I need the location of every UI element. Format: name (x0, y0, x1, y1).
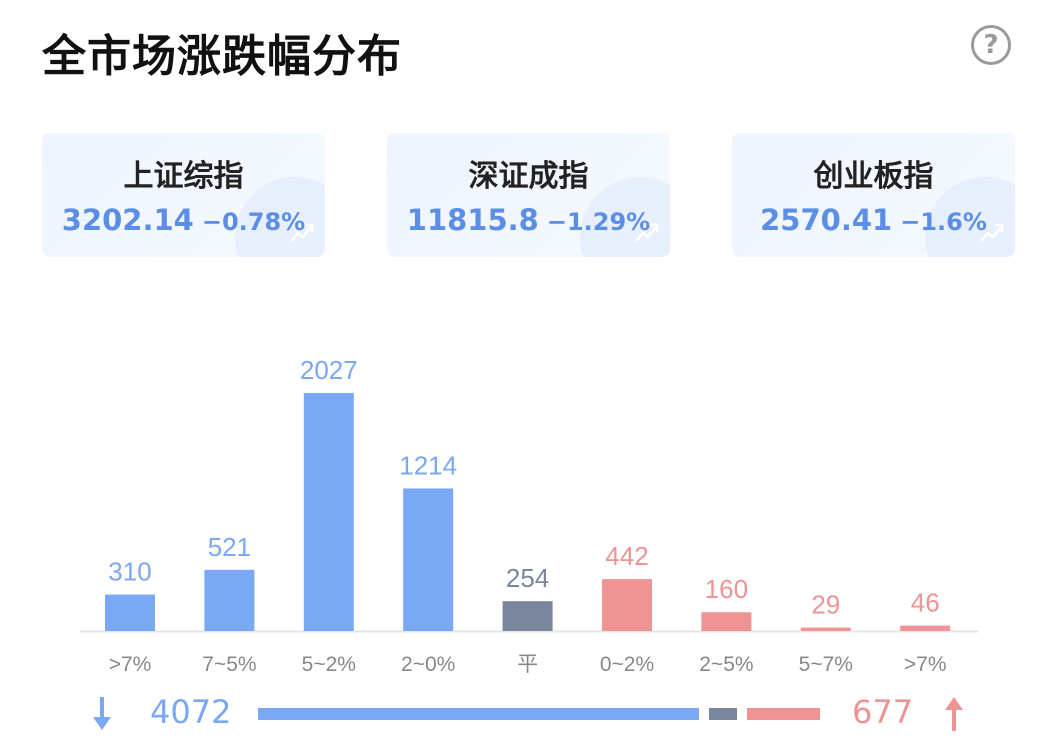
trend-icon (290, 223, 314, 242)
bar-value-label: 160 (705, 574, 748, 604)
x-tick-label: 7~5% (202, 653, 256, 676)
index-card-shanghai[interactable]: 上证综指 3202.14 −0.78% (42, 133, 325, 257)
index-name: 创业板指 (813, 159, 934, 194)
arrow-up-icon (945, 697, 963, 731)
page-title: 全市场涨跌幅分布 (42, 31, 402, 82)
bar[interactable] (303, 393, 354, 631)
index-name: 深证成指 (468, 159, 589, 194)
bar[interactable] (602, 579, 652, 631)
down-ratio-bar (258, 708, 700, 720)
index-value: 2570.41 (760, 203, 893, 237)
x-tick-label: 5~7% (799, 653, 853, 676)
index-card-chinext[interactable]: 创业板指 2570.41 −1.6% (732, 133, 1015, 257)
bar-value-label: 1214 (399, 450, 457, 480)
x-tick-label: 平 (517, 653, 538, 676)
x-tick-label: >7% (904, 653, 947, 676)
trend-icon (980, 223, 1004, 242)
bar-value-label: 521 (208, 532, 251, 562)
flat-ratio-bar (709, 708, 737, 720)
down-total: 4072 (150, 693, 232, 731)
bar-value-label: 46 (911, 588, 940, 618)
index-change: −0.78% (201, 208, 306, 236)
index-name: 上证综指 (123, 159, 244, 194)
bar-value-label: 29 (811, 590, 840, 620)
x-tick-label: 2~0% (401, 653, 455, 676)
index-value: 3202.14 (61, 203, 194, 237)
index-change: −1.6% (900, 208, 987, 236)
bar[interactable] (900, 625, 951, 631)
bar[interactable] (800, 627, 851, 631)
index-change: −1.29% (546, 208, 651, 236)
up-ratio-bar (746, 708, 820, 720)
help-icon[interactable]: ? (971, 25, 1011, 65)
x-tick-label: 2~5% (699, 653, 753, 676)
index-value: 11815.8 (406, 203, 539, 237)
bar[interactable] (105, 594, 155, 631)
bar[interactable] (403, 488, 454, 631)
bar-value-label: 310 (108, 557, 151, 587)
bar-value-label: 2027 (300, 355, 358, 385)
bar-value-label: 254 (506, 563, 549, 593)
bar-value-label: 442 (605, 541, 648, 571)
x-tick-label: >7% (109, 653, 152, 676)
distribution-chart: 310 >7% 521 7~5% 2027 5~2% 1214 2~0% 254 平 442 0~2%… (80, 355, 978, 676)
x-tick-label: 5~2% (302, 653, 356, 676)
index-card-shenzhen[interactable]: 深证成指 11815.8 −1.29% (387, 133, 670, 257)
bar[interactable] (204, 569, 255, 631)
arrow-down-icon (93, 697, 111, 730)
bar[interactable] (701, 612, 752, 631)
trend-icon (635, 223, 659, 242)
bar[interactable] (502, 601, 553, 631)
x-tick-label: 0~2% (600, 653, 654, 676)
up-total: 677 (852, 693, 914, 731)
